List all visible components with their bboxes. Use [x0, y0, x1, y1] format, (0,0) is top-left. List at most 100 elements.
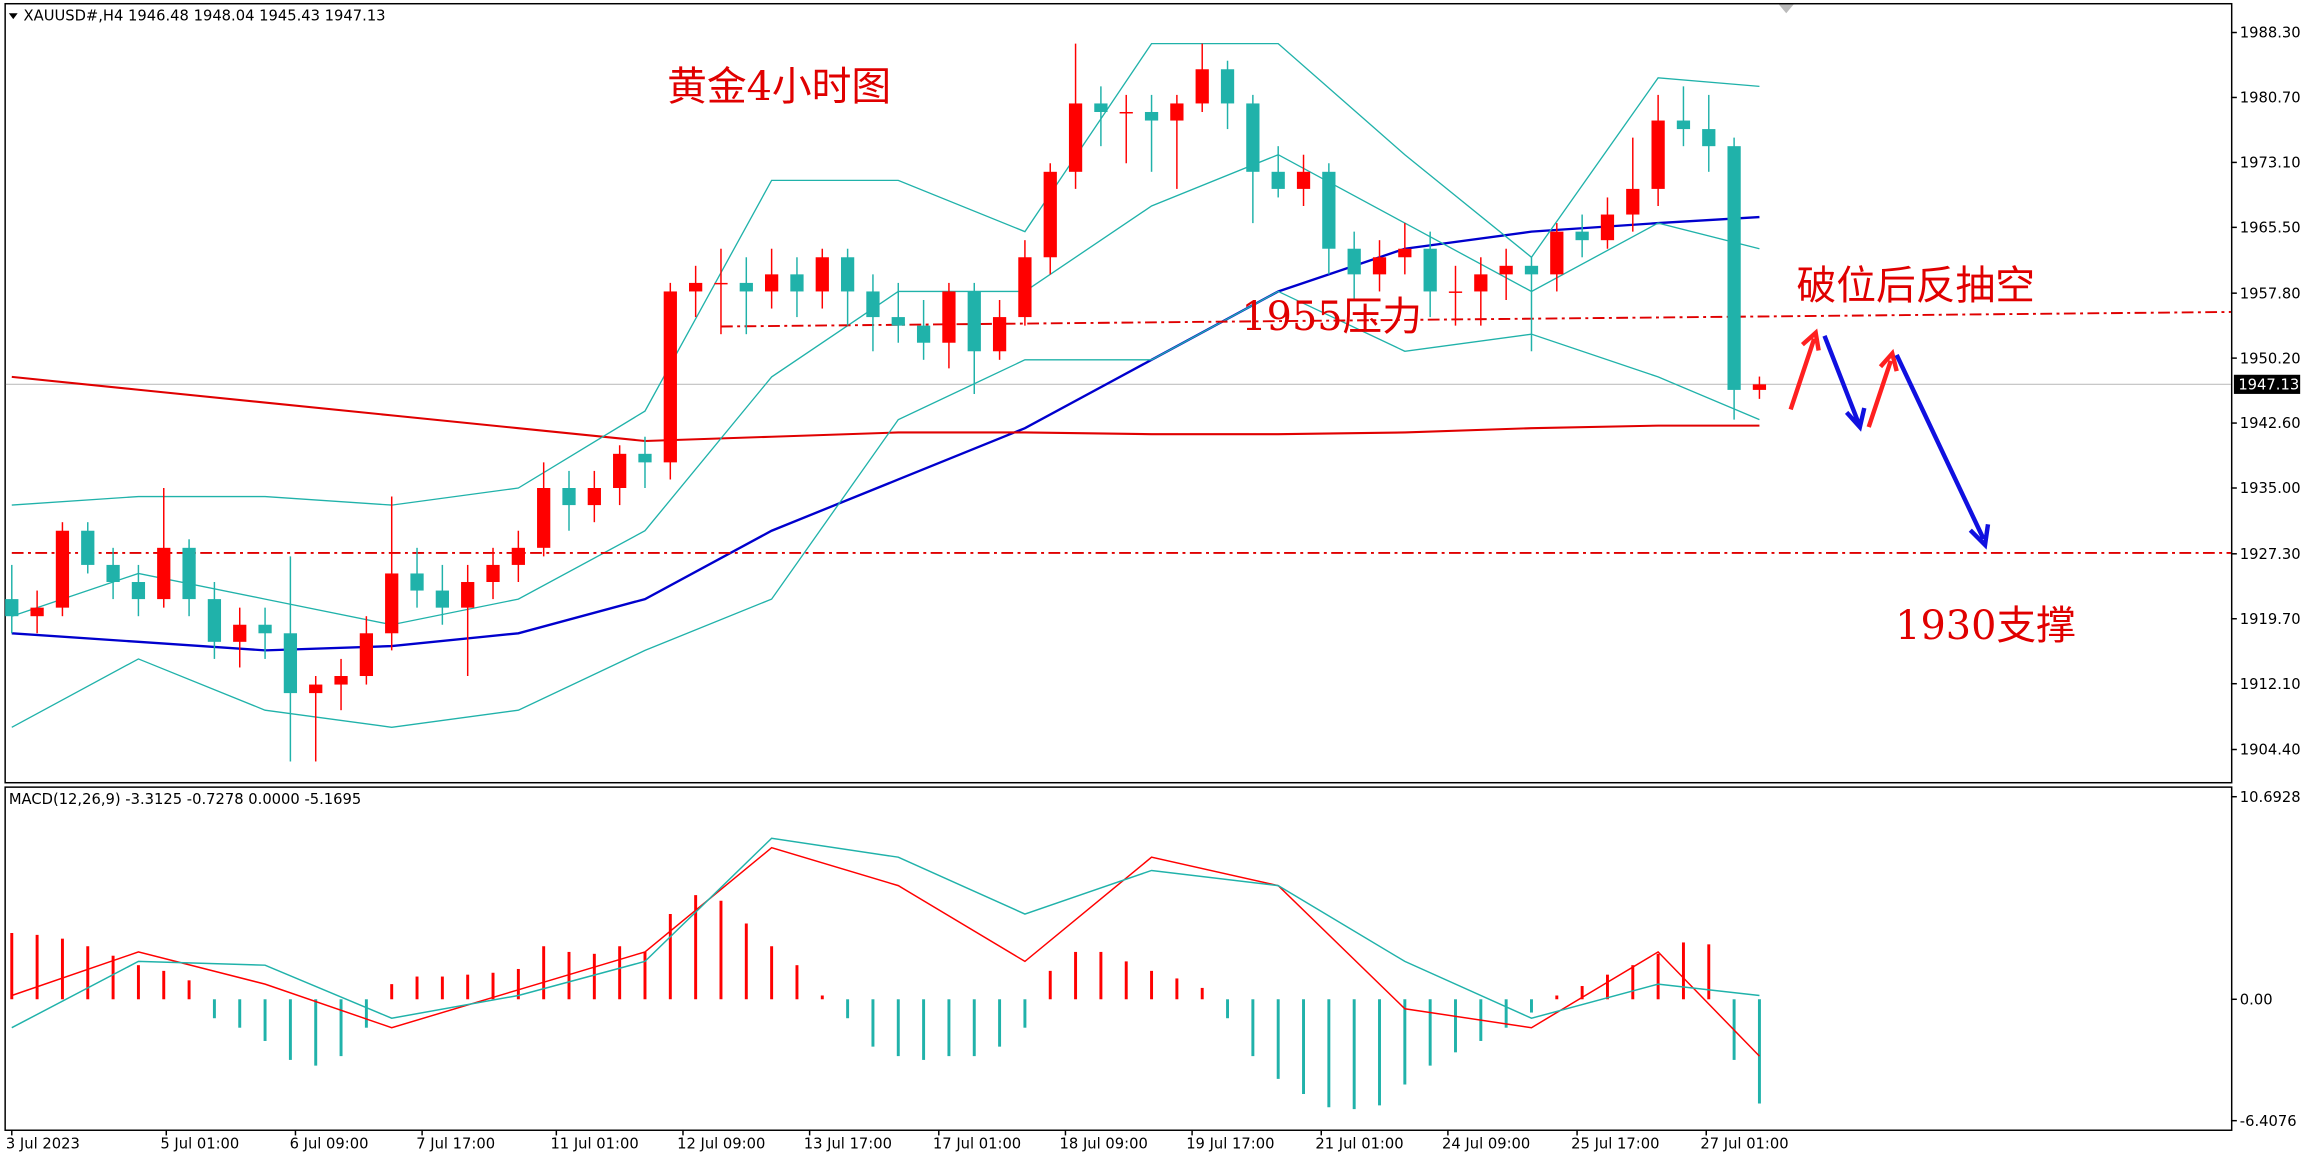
- candle-body: [1018, 257, 1032, 318]
- symbol-menu-icon: [8, 13, 18, 20]
- candle-body: [1676, 120, 1691, 130]
- marks: 1988.30 1980.70 1973.10 1965.50 1957.80 1950.…: [5, 25, 2301, 1153]
- candle-body: [967, 291, 981, 352]
- arrow: [1894, 353, 1991, 550]
- candle-body: [410, 573, 424, 591]
- y-tick-label: 0.00: [2240, 991, 2273, 1008]
- level-line: [720, 311, 2231, 328]
- candle-body: [359, 633, 374, 677]
- candle-body: [866, 291, 880, 318]
- annotation: 1930支撑: [1895, 603, 2076, 649]
- candle-body: [309, 684, 323, 694]
- candle-body: [1372, 257, 1387, 275]
- candle-body: [385, 573, 399, 634]
- macd-pane: [4, 786, 2233, 1131]
- candle-body: [537, 488, 551, 548]
- x-tick-label: 25 Jul 17:00: [1571, 1136, 1659, 1153]
- x-tick-label: 24 Jul 09:00: [1442, 1136, 1530, 1153]
- candle-body: [1423, 248, 1437, 292]
- indicator-line: [11, 290, 1760, 728]
- candle-body: [613, 453, 627, 489]
- x-tick-label: 6 Jul 09:00: [290, 1136, 369, 1153]
- annotation: 1955压力: [1241, 294, 1422, 340]
- candle-body: [55, 530, 70, 608]
- candle-body: [1600, 214, 1615, 241]
- main-pane: [4, 2, 2233, 784]
- y-tick-label: 1980.70: [2240, 90, 2301, 107]
- arrow: [1866, 348, 1899, 428]
- y-tick-label: 1965.50: [2240, 220, 2301, 237]
- x-tick-label: 12 Jul 09:00: [677, 1136, 765, 1153]
- current-price-label: 1947.13: [2238, 376, 2299, 393]
- indicator-line: [11, 375, 1760, 443]
- candle-body: [157, 547, 171, 600]
- candle-body: [1043, 171, 1057, 258]
- y-tick-label: 1973.10: [2240, 155, 2301, 172]
- candle-body: [1170, 103, 1184, 121]
- candle-body: [81, 530, 95, 565]
- y-tick-label: 1935.00: [2240, 480, 2301, 497]
- arrow: [1788, 328, 1821, 411]
- candle-body: [916, 325, 931, 343]
- candle-body: [1575, 231, 1589, 241]
- candle-body: [1322, 171, 1336, 249]
- y-tick-label: 1988.30: [2240, 25, 2301, 42]
- candle-body: [663, 291, 677, 463]
- candle-body: [1752, 384, 1767, 390]
- candle-body: [1195, 69, 1209, 104]
- y-tick-label: 1919.70: [2240, 611, 2301, 628]
- scroll-marker: [1778, 4, 1794, 14]
- candle-body: [714, 282, 728, 285]
- candle-body: [562, 488, 576, 506]
- candle-body: [1246, 103, 1260, 172]
- candle-body: [689, 282, 703, 292]
- candle-body: [334, 676, 348, 685]
- indicator-line: [11, 42, 1760, 506]
- y-tick-label: 1912.10: [2240, 676, 2301, 693]
- candle-body: [790, 274, 804, 292]
- indicator-line: [11, 215, 1760, 652]
- macd-line: [11, 837, 1760, 1029]
- candle-body: [840, 257, 855, 292]
- current-price-box: [2233, 374, 2301, 394]
- symbol-header: XAUUSD#,H4 1946.48 1948.04 1945.43 1947.…: [24, 8, 386, 25]
- x-tick-label: 17 Jul 01:00: [933, 1136, 1021, 1153]
- y-tick-label: 1942.60: [2240, 415, 2301, 432]
- candle-body: [1626, 188, 1640, 215]
- candle-body: [1347, 248, 1361, 275]
- x-tick-label: 18 Jul 09:00: [1060, 1136, 1148, 1153]
- x-tick-label: 13 Jul 17:00: [804, 1136, 892, 1153]
- x-tick-label: 21 Jul 01:00: [1315, 1136, 1403, 1153]
- candle-body: [587, 488, 601, 506]
- y-tick-label: 1904.40: [2240, 742, 2301, 759]
- y-tick-label: -6.4076: [2240, 1113, 2297, 1130]
- candle-body: [1220, 69, 1235, 104]
- arrows: [1788, 328, 1991, 550]
- candle-body: [1296, 171, 1311, 189]
- macd-header: MACD(12,26,9) -3.3125 -0.7278 0.0000 -5.…: [9, 791, 361, 808]
- candle-body: [1068, 103, 1083, 172]
- candle-body: [638, 453, 652, 463]
- candle-body: [511, 547, 525, 565]
- x-tick-label: 7 Jul 17:00: [416, 1136, 495, 1153]
- x-tick-label: 27 Jul 01:00: [1700, 1136, 1788, 1153]
- candle-body: [1727, 146, 1741, 390]
- y-tick-label: 10.6928: [2240, 789, 2301, 806]
- candle-body: [1119, 111, 1133, 114]
- candle-body: [1550, 231, 1564, 275]
- candle-body: [258, 624, 272, 634]
- candle-body: [1474, 274, 1488, 292]
- arrow: [1822, 334, 1867, 432]
- candle-body: [1271, 171, 1285, 189]
- candle-body: [1651, 120, 1665, 189]
- candle-body: [106, 564, 120, 583]
- macd-line: [11, 846, 1760, 1057]
- candle-body: [1702, 129, 1716, 147]
- candle-body: [739, 282, 753, 292]
- candle-body: [30, 607, 44, 617]
- x-tick-label: 19 Jul 17:00: [1186, 1136, 1274, 1153]
- candle-body: [461, 582, 475, 608]
- candle-body: [1398, 248, 1412, 258]
